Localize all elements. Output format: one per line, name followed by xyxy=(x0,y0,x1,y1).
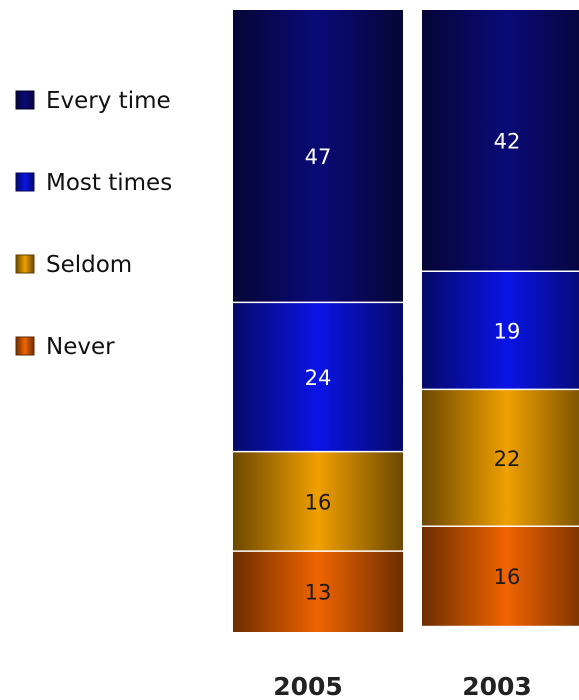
bar-segment-never-2003 xyxy=(422,526,579,626)
bar-segment-every-time-2003 xyxy=(422,10,579,272)
legend-swatch-every-time xyxy=(15,90,35,110)
bar-segment-seldom-2003 xyxy=(422,389,579,527)
legend-label-seldom: Seldom xyxy=(46,252,132,278)
bar-segment-never-2005 xyxy=(233,551,403,632)
category-labels: 2005 2003 xyxy=(273,672,532,700)
category-label-2005: 2005 xyxy=(273,672,343,700)
data-label-every-time-2003: 42 xyxy=(494,130,521,154)
legend: Every time Most times Seldom Never xyxy=(15,88,172,360)
bar-segment-most-times-2003 xyxy=(422,271,579,390)
bar-segment-seldom-2005 xyxy=(233,451,403,552)
data-label-most-times-2005: 24 xyxy=(305,366,332,390)
legend-swatch-never xyxy=(15,336,35,356)
bar-segment-most-times-2005 xyxy=(233,302,403,452)
data-label-never-2003: 16 xyxy=(494,565,521,589)
bar-segment-every-time-2005 xyxy=(233,10,403,303)
data-label-every-time-2005: 47 xyxy=(305,145,332,169)
bars: 47 24 16 13 42 19 22 16 xyxy=(233,10,579,632)
legend-swatch-most-times xyxy=(15,172,35,192)
legend-swatch-seldom xyxy=(15,254,35,274)
legend-label-most-times: Most times xyxy=(46,170,172,196)
data-label-never-2005: 13 xyxy=(305,581,332,605)
legend-label-never: Never xyxy=(46,334,115,360)
data-label-most-times-2003: 19 xyxy=(494,319,521,343)
data-label-seldom-2003: 22 xyxy=(494,447,521,471)
category-label-2003: 2003 xyxy=(462,672,532,700)
legend-label-every-time: Every time xyxy=(46,88,171,114)
data-label-seldom-2005: 16 xyxy=(305,490,332,514)
